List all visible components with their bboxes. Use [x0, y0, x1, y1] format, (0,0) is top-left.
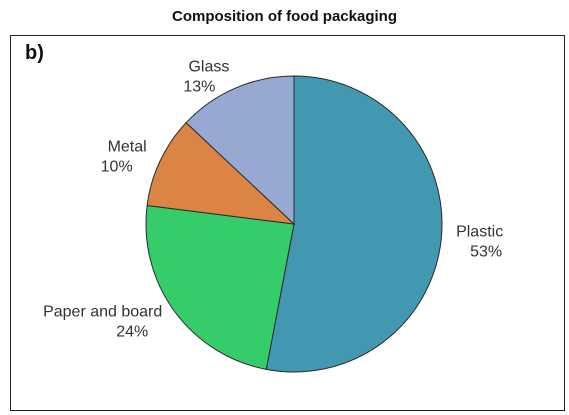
- slice-label-glass: Glass: [188, 59, 229, 76]
- pie-slice-paper-and-board: [145, 204, 295, 370]
- chart-title: Composition of food packaging: [172, 8, 397, 25]
- slice-value-glass: 13%: [183, 79, 215, 96]
- plot-frame: b) Plastic 53% Paper and board 24% Metal 10% G…: [10, 35, 565, 411]
- pie-slice-plastic: [265, 75, 443, 373]
- slice-label-paper-and-board: Paper and board: [43, 304, 162, 321]
- pie-chart: Plastic 53% Paper and board 24% Metal 10% Glas…: [43, 59, 503, 373]
- panel-label: b): [25, 42, 44, 64]
- slice-label-plastic: Plastic: [456, 223, 503, 240]
- slice-value-paper-and-board: 24%: [116, 324, 148, 341]
- pie-slice-glass: [185, 75, 295, 226]
- slice-value-plastic: 53%: [470, 243, 502, 260]
- pie-slice-metal: [146, 121, 296, 225]
- slice-label-metal: Metal: [108, 139, 147, 156]
- slice-value-metal: 10%: [101, 159, 133, 176]
